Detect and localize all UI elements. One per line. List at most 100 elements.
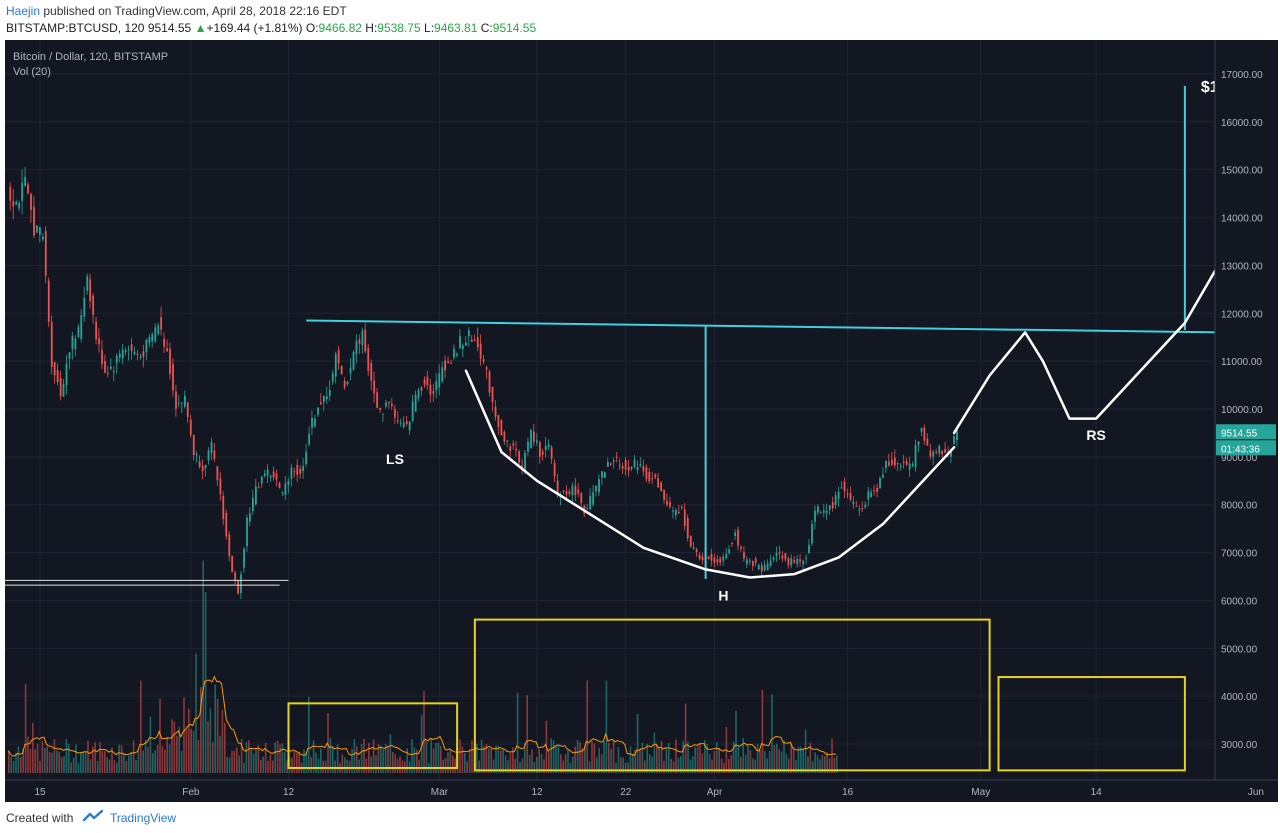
candle-body [456,354,458,356]
volume-bar [696,746,699,773]
candle-body [337,350,340,364]
candle-body [435,381,438,391]
author-link[interactable]: Haejin [6,4,41,18]
volume-bar [802,749,804,773]
volume-bar [761,690,764,773]
candle-body [864,504,867,508]
candle-body [417,389,420,399]
volume-bar [576,739,579,773]
volume-bar [509,752,512,773]
volume-bar [36,743,39,773]
volume-bar [821,755,824,773]
close-value: 9514.55 [492,21,537,35]
volume-bar [778,749,780,773]
candle-body [926,438,929,446]
y-tick-label: 13000.00 [1221,261,1263,272]
candle-body [355,341,358,355]
candle-body [610,463,612,465]
candle-body [473,339,476,341]
candle-body [956,429,958,441]
candle-body [352,352,355,370]
candle-body [713,557,716,563]
candle-body [630,466,633,469]
volume-bar [334,760,336,773]
candle-body [228,534,231,557]
volume-bar [128,755,130,773]
volume-bar [60,757,63,773]
price-axis-bg[interactable] [1215,40,1278,802]
candle-body [139,356,142,358]
candle-body [391,403,393,407]
candle-body [488,371,491,393]
volume-bar [646,743,648,773]
volume-bar [396,758,399,773]
candle-body [651,478,654,480]
candle-body [541,451,544,455]
volume-bar [651,756,653,773]
volume-bar [111,747,113,773]
volume-bar [351,748,353,773]
candle-body [577,489,580,494]
volume-bar [660,740,663,773]
candle-body [379,407,382,410]
candle-body [562,490,565,492]
volume-bar [790,743,792,773]
candle-body [420,387,423,391]
volume-bar [161,746,164,773]
volume-bar [620,757,622,773]
candle-body [39,226,41,235]
candle-body [47,280,50,322]
volume-bar [17,746,20,773]
volume-bar [663,760,665,773]
volume-bar [495,745,497,773]
candle-body [899,465,902,467]
candle-body [145,340,148,353]
candle-body [766,563,769,571]
candle-body [941,450,944,455]
volume-bar [113,760,116,773]
chart-area[interactable]: $16,758LSHRS 17000.0016000.0015000.00140… [0,40,1278,802]
candle-body [586,507,589,510]
candle-body [793,559,796,563]
volume-bar [72,757,75,773]
candle-body [571,485,574,496]
volume-bar [243,762,245,773]
volume-bar [274,742,276,773]
volume-bar [58,751,60,773]
volume-bar [809,742,812,773]
candle-body [438,372,441,388]
volume-bar [288,757,291,773]
candle-body [843,481,846,492]
price-chart[interactable]: $16,758LSHRS 17000.0016000.0015000.00140… [0,40,1278,802]
candle-body [151,334,154,342]
volume-bar [555,746,557,773]
y-tick-label: 6000.00 [1221,596,1258,607]
volume-bar [552,740,555,773]
volume-bar [706,743,708,773]
volume-bar [99,742,101,773]
volume-bar [308,697,310,773]
volume-bar [305,752,308,773]
candle-body [757,565,760,570]
volume-bar [430,738,432,773]
candle-body [53,361,56,376]
volume-bar [94,742,96,773]
volume-bar [132,740,135,773]
candle-body [719,558,722,563]
candle-body [515,448,518,451]
candle-body [849,493,852,500]
candle-body [645,467,648,479]
volume-bar [749,750,752,773]
candle-body [536,440,538,443]
volume-bar [387,745,389,773]
candle-body [716,559,719,563]
candle-body [50,322,53,367]
tradingview-brand[interactable]: TradingView [110,811,177,825]
candle-body [192,434,195,456]
volume-bar [814,752,816,773]
candle-body [56,370,59,382]
candle-body [746,559,748,565]
candle-body [24,176,27,187]
volume-bar [118,744,120,773]
volume-bar [332,747,334,773]
